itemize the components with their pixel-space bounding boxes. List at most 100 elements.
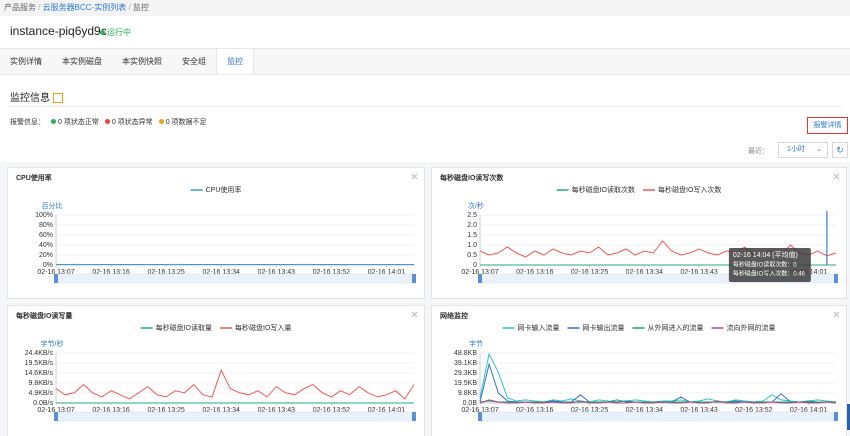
x-tick-label: 02-16 13:07: [461, 407, 498, 414]
alarm-text: 0 项数据不足: [165, 119, 207, 126]
x-tick-label: 02-16 13:07: [37, 407, 74, 414]
alarm-item: 0 项状态异常: [104, 119, 153, 126]
x-tick-label: 02-16 13:25: [147, 407, 184, 414]
tab[interactable]: 安全组: [182, 57, 206, 66]
axis-unit: 百分比: [42, 201, 63, 210]
tab[interactable]: 实例详情: [10, 57, 42, 66]
zoom-handle: [834, 274, 838, 283]
y-tick-label: 4.9KB/s: [28, 390, 53, 397]
x-tick-label: 02-16 13:34: [203, 407, 240, 414]
crumb[interactable]: 云服务器BCC-实例列表: [42, 3, 127, 12]
zoom-handle: [54, 412, 58, 421]
y-tick-label: 0: [473, 262, 477, 269]
legend-label: 每秒磁盘IO写入量: [235, 323, 291, 332]
axis-unit: 字节: [469, 339, 483, 348]
zoom-handle: [478, 412, 482, 421]
status-text: 运行中: [107, 28, 131, 37]
instance-status: 运行中: [100, 27, 131, 38]
chart-title: 网络监控: [440, 311, 468, 320]
series-line: [55, 368, 415, 400]
chart-title: 每秒磁盘IO读写量: [16, 311, 72, 320]
expand-icon: [411, 311, 418, 318]
side-handle[interactable]: [846, 404, 850, 430]
x-tick-label: 02-16 13:25: [571, 407, 608, 414]
y-tick-label: 39.1KB: [454, 360, 477, 367]
legend-item: 网卡输入流量: [502, 323, 560, 332]
x-tick-label: 02-16 13:43: [680, 269, 717, 276]
range-label: 最近：: [748, 148, 769, 155]
y-tick-label: 2.0: [467, 222, 477, 229]
status-dot: [51, 119, 56, 124]
y-tick-label: 19.5KB/s: [25, 360, 54, 367]
legend-label: 每秒磁盘IO读取次数: [572, 185, 635, 194]
refresh-button[interactable]: ↻: [832, 142, 848, 158]
x-tick-label: 02-16 13:43: [258, 269, 295, 276]
x-tick-label: 02-16 13:16: [92, 269, 129, 276]
status-dot: [104, 119, 110, 124]
y-tick-label: 0.0B/s: [33, 400, 53, 407]
alarm-detail-button[interactable]: 报警详情: [807, 117, 848, 134]
x-tick-label: 02-16 13:52: [735, 407, 772, 414]
y-tick-label: 1.0: [467, 242, 477, 249]
series-line: [479, 399, 837, 404]
tab-bar: 实例详情 本实例磁盘 本实例快照 安全组 监控: [0, 48, 850, 75]
x-tick-label: 02-16 14:01: [368, 269, 405, 276]
breadcrumb: 产品服务 / 云服务器BCC-实例列表 / 监控: [0, 0, 850, 16]
y-tick-label: 9.8KB/s: [28, 380, 53, 387]
zoom-handle: [412, 412, 416, 421]
y-tick-label: 14.6KB/s: [25, 370, 54, 377]
tooltip: [728, 248, 811, 282]
x-tick-label: 02-16 13:25: [571, 269, 608, 276]
x-tick-label: 02-16 13:16: [92, 407, 129, 414]
zoom-handle: [54, 274, 58, 283]
legend-label: 每秒磁盘IO读取量: [156, 323, 212, 332]
tab[interactable]: 监控: [216, 49, 254, 74]
y-tick-label: 0.5: [467, 252, 477, 259]
x-tick-label: 02-16 14:01: [790, 407, 827, 414]
expand-icon: [411, 173, 418, 180]
x-tick-label: 02-16 14:01: [368, 407, 405, 414]
x-tick-label: 02-16 13:43: [680, 407, 717, 414]
alarm-text: 0 项状态异常: [111, 119, 153, 126]
instance-name: instance-piq6yd9c: [10, 24, 107, 38]
tooltip-line: 每秒磁盘IO读取次数：0: [733, 261, 797, 269]
y-tick-label: 100%: [35, 212, 53, 219]
x-tick-label: 02-16 13:16: [516, 269, 553, 276]
range-select[interactable]: 1小时 ⌄: [778, 142, 828, 158]
legend-item: 每秒磁盘IO读取次数: [556, 185, 635, 194]
legend-item: 流向外网的流量: [711, 323, 776, 332]
chart-title: 每秒磁盘IO读写次数: [440, 173, 504, 182]
y-tick-label: 19.5KB: [454, 380, 477, 387]
x-tick-label: 02-16 13:25: [147, 269, 184, 276]
tab[interactable]: 本实例磁盘: [62, 57, 102, 66]
y-tick-label: 1.5: [467, 232, 477, 239]
y-tick-label: 2.5: [467, 212, 477, 219]
tooltip-title: 02-16 14:04 (平均值): [733, 250, 798, 259]
legend-item: 每秒磁盘IO写入次数: [643, 185, 721, 194]
y-tick-label: 24.4KB/s: [25, 350, 54, 357]
tab[interactable]: 本实例快照: [122, 57, 162, 66]
zoom-slider: [55, 273, 415, 284]
legend-item: 每秒磁盘IO写入量: [220, 323, 291, 332]
chart-title: CPU使用率: [16, 173, 52, 182]
legend-item: 每秒磁盘IO读取量: [140, 323, 212, 332]
y-tick-label: 20%: [39, 252, 53, 259]
range-value: 1小时: [787, 146, 805, 153]
x-tick-label: 02-16 13:16: [516, 407, 553, 414]
divider: [8, 106, 842, 107]
x-tick-label: 02-16 13:07: [461, 269, 498, 276]
y-tick-label: 0%: [43, 262, 53, 269]
axis-unit: 字节/秒: [41, 339, 64, 348]
crumb[interactable]: 产品服务: [4, 3, 36, 12]
x-tick-label: 02-16 13:52: [313, 407, 350, 414]
expand-icon: [833, 173, 840, 180]
section-title-text: 监控信息: [10, 93, 50, 104]
zoom-handle: [478, 274, 482, 283]
legend-label: 每秒磁盘IO写入次数: [658, 185, 721, 194]
y-tick-label: 40%: [39, 242, 53, 249]
y-tick-label: 29.3KB: [454, 370, 477, 377]
tooltip-line: 每秒磁盘IO写入次数：0.46: [733, 270, 806, 278]
